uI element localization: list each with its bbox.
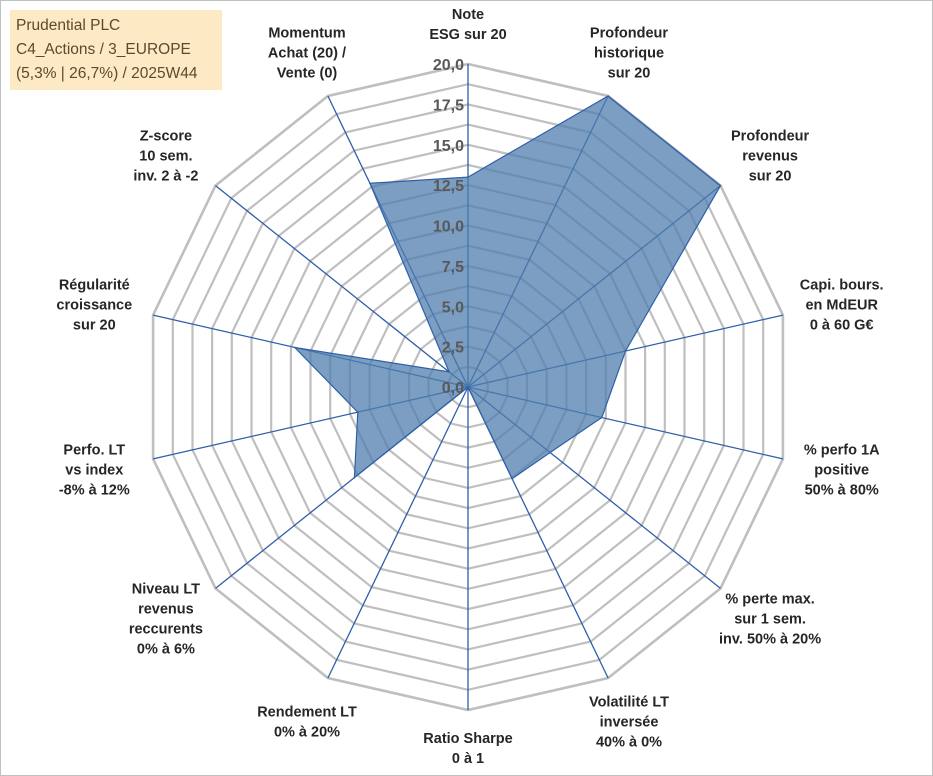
- axis-label-line: reccurents: [129, 621, 203, 637]
- axis-label-line: 10 sem.: [139, 149, 192, 165]
- axis-label-line: positive: [814, 463, 869, 479]
- axis-spoke: [215, 185, 469, 388]
- data-point: [719, 184, 722, 187]
- tick-label: 12,5: [433, 178, 464, 195]
- data-point: [448, 371, 450, 373]
- axis-label-line: Profondeur: [731, 129, 809, 145]
- axis-label: Niveau LT revenus reccurents 0% à 6%: [129, 581, 203, 657]
- data-point: [624, 350, 627, 352]
- axis-label: Profondeur historique sur 20: [590, 26, 668, 82]
- data-point: [467, 176, 469, 178]
- tick-label: 10,0: [433, 219, 464, 236]
- axis-label: Z-score 10 sem. inv. 2 à -2: [133, 129, 198, 185]
- info-box: Prudential PLC C4_Actions / 3_EUROPE (5,…: [10, 10, 222, 90]
- axis-label: Profondeur revenus sur 20: [731, 129, 809, 185]
- axis-label-line: sur 20: [749, 169, 792, 185]
- axis-label-line: % perte max.: [725, 591, 814, 607]
- axis-label-line: historique: [594, 46, 664, 62]
- axis-label-line: Profondeur: [590, 26, 668, 42]
- info-category: C4_Actions / 3_EUROPE: [16, 41, 191, 58]
- tick-label: 7,5: [442, 259, 464, 276]
- data-point: [353, 476, 356, 479]
- axis-label-line: Niveau LT: [132, 581, 200, 597]
- axis-label-line: Régularité: [59, 277, 130, 293]
- axis-label-line: -8% à 12%: [59, 483, 130, 499]
- axis-label: Ratio Sharpe 0 à 1: [423, 731, 512, 767]
- tick-label: 15,0: [433, 138, 464, 155]
- data-point: [357, 411, 359, 414]
- axis-label: Note ESG sur 20: [429, 7, 506, 43]
- data-point: [607, 95, 609, 97]
- axis-label-line: 0% à 6%: [137, 641, 195, 657]
- series-layer: [293, 95, 722, 480]
- axis-label-line: 0% à 20%: [274, 724, 340, 740]
- info-stats: (5,3% | 26,7%) / 2025W44: [16, 65, 198, 82]
- data-point: [369, 182, 371, 185]
- axis-label: % perte max. sur 1 sem. inv. 50% à 20%: [719, 591, 821, 647]
- axis-label-line: revenus: [138, 601, 194, 617]
- tick-label: 20,0: [433, 57, 464, 74]
- axis-label: Capi. bours. en MdEUR 0 à 60 G€: [800, 277, 884, 333]
- axis-label-layer: Note ESG sur 20 Profondeur historique sur 20…: [56, 7, 883, 767]
- axis-label-line: sur 1 sem.: [734, 611, 806, 627]
- axis-label: % perfo 1A positive 50% à 80%: [804, 443, 880, 499]
- axis-label-line: sur 20: [73, 317, 116, 333]
- tick-label: 17,5: [433, 97, 464, 114]
- data-point: [549, 451, 551, 454]
- data-point: [511, 477, 513, 480]
- axis-label-line: ESG sur 20: [429, 27, 506, 43]
- data-point: [467, 386, 469, 388]
- axis-label-line: sur 20: [608, 66, 651, 82]
- axis-label-line: Note: [452, 7, 484, 23]
- axis-label-line: inv. 2 à -2: [133, 169, 198, 185]
- axis-label-line: Perfo. LT: [63, 443, 125, 459]
- axis-label-line: 0 à 1: [452, 751, 484, 767]
- tick-label: 0,0: [442, 380, 464, 397]
- axis-label: Régularité croissance sur 20: [56, 277, 132, 333]
- axis-label-line: inversée: [600, 714, 659, 730]
- info-company: Prudential PLC: [16, 17, 121, 34]
- axis-label-line: Vente (0): [277, 66, 338, 82]
- axis-label-line: revenus: [742, 149, 798, 165]
- tick-label: 2,5: [442, 340, 464, 357]
- tick-layer: 0,0 2,5 5,0 7,5 10,0 12,5 15,0 17,5 20,0: [433, 57, 464, 397]
- series-area: [293, 95, 722, 480]
- axis-label-line: Momentum: [268, 26, 345, 42]
- axis-label: Perfo. LT vs index -8% à 12%: [59, 443, 130, 499]
- axis-label-line: Z-score: [140, 129, 192, 145]
- axis-label-line: Ratio Sharpe: [423, 731, 512, 747]
- axis-label-line: croissance: [56, 297, 132, 313]
- axis-label: Rendement LT 0% à 20%: [257, 704, 357, 740]
- axis-label-line: inv. 50% à 20%: [719, 631, 821, 647]
- axis-label-line: 40% à 0%: [596, 734, 662, 750]
- tick-label: 5,0: [442, 299, 464, 316]
- axis-label-line: Capi. bours.: [800, 277, 884, 293]
- data-point: [294, 346, 296, 349]
- axis-label-line: Rendement LT: [257, 704, 357, 720]
- axis-label-line: vs index: [65, 463, 123, 479]
- axis-label: Volatilité LT inversée 40% à 0%: [589, 694, 669, 750]
- axis-label-line: Achat (20) /: [268, 46, 346, 62]
- data-point: [601, 416, 603, 419]
- axis-label-line: en MdEUR: [805, 297, 878, 313]
- axis-label-line: 0 à 60 G€: [810, 317, 874, 333]
- axis-label-line: Volatilité LT: [589, 694, 669, 710]
- axis-label-line: % perfo 1A: [804, 443, 880, 459]
- axis-spoke: [327, 386, 469, 679]
- axis-label-line: 50% à 80%: [805, 483, 879, 499]
- axis-label: Momentum Achat (20) / Vente (0): [268, 26, 346, 82]
